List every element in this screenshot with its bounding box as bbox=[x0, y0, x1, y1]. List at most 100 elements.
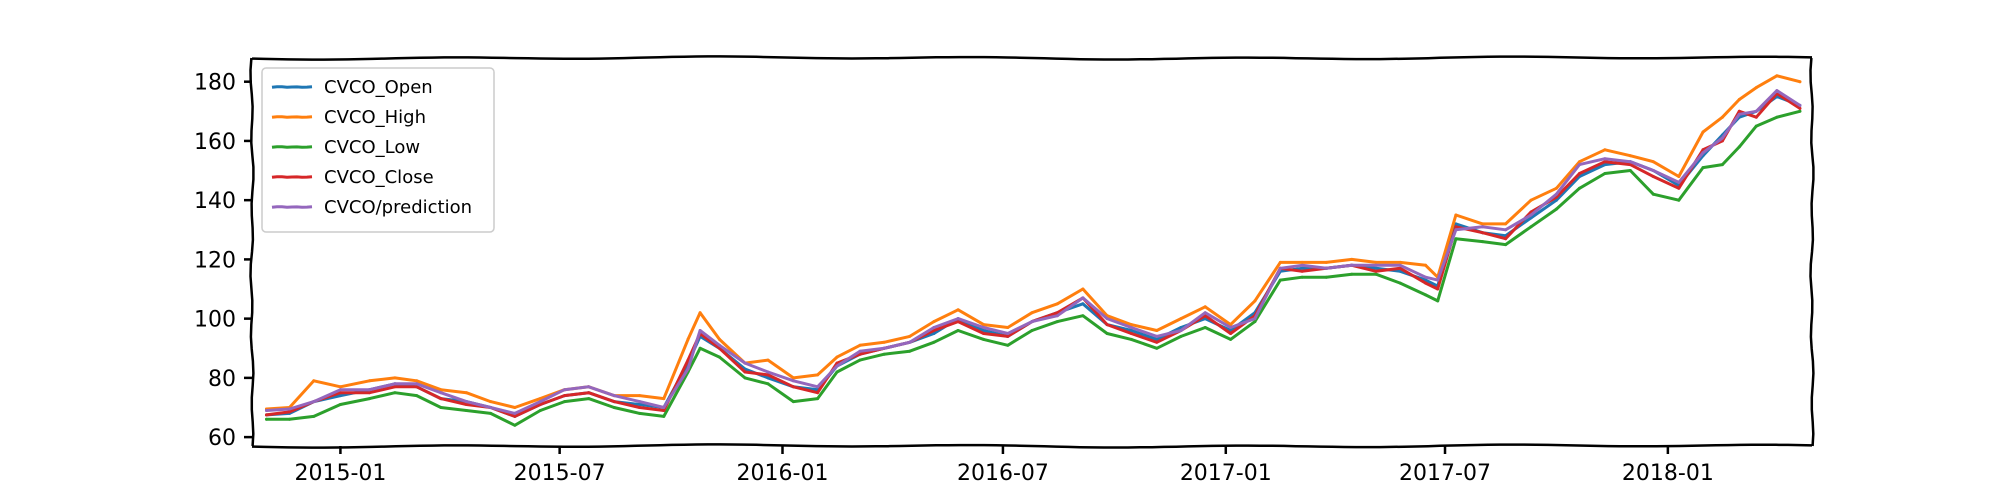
data-point-low bbox=[1720, 163, 1724, 167]
data-point-high bbox=[1006, 326, 1010, 329]
data-point-low bbox=[1105, 332, 1109, 335]
data-point-low bbox=[393, 391, 397, 395]
data-point-prediction bbox=[393, 382, 397, 386]
data-point-prediction bbox=[1677, 180, 1681, 184]
y-tick-label: 120 bbox=[194, 248, 236, 273]
data-point-prediction bbox=[1651, 169, 1655, 172]
data-point-low bbox=[932, 340, 936, 344]
data-point-prediction bbox=[1798, 103, 1802, 107]
data-point-prediction bbox=[1179, 329, 1183, 332]
data-point-prediction bbox=[513, 411, 517, 415]
series-low bbox=[265, 109, 1802, 427]
data-point-open bbox=[1454, 222, 1458, 226]
data-point-prediction bbox=[1374, 263, 1378, 267]
data-point-high bbox=[638, 394, 642, 398]
data-point-open bbox=[1155, 337, 1159, 341]
data-point-prediction bbox=[1030, 320, 1034, 324]
spine-bottom bbox=[251, 443, 1813, 449]
legend-swatch-open bbox=[271, 85, 313, 89]
plot-frame bbox=[249, 55, 1815, 449]
legend-swatch-close bbox=[271, 175, 313, 179]
data-point-high bbox=[1129, 323, 1133, 327]
data-point-close bbox=[439, 397, 443, 401]
data-point-low bbox=[1398, 281, 1402, 285]
data-point-prediction bbox=[1720, 136, 1724, 140]
data-point-prediction bbox=[1278, 266, 1282, 270]
data-point-prediction bbox=[791, 379, 795, 383]
data-point-prediction bbox=[489, 406, 493, 409]
data-point-close bbox=[791, 385, 795, 389]
series-line-close bbox=[265, 92, 1802, 418]
data-point-high bbox=[1203, 305, 1207, 309]
data-point-close bbox=[1105, 323, 1109, 327]
data-point-prediction bbox=[1229, 326, 1233, 329]
data-point-low bbox=[368, 397, 371, 401]
data-point-high bbox=[312, 379, 316, 383]
data-point-high bbox=[982, 323, 986, 327]
data-point-close bbox=[1300, 269, 1304, 273]
data-point-low bbox=[439, 406, 443, 409]
data-point-close bbox=[338, 391, 342, 395]
data-point-prediction bbox=[1578, 163, 1581, 167]
data-point-prediction bbox=[932, 326, 936, 329]
data-point-prediction bbox=[718, 343, 721, 347]
data-point-prediction bbox=[662, 406, 666, 409]
data-point-close bbox=[1737, 109, 1741, 113]
data-point-prediction bbox=[1554, 192, 1558, 196]
data-point-high bbox=[393, 376, 397, 380]
data-point-low bbox=[1006, 343, 1010, 347]
data-point-high bbox=[882, 340, 886, 344]
data-point-prediction bbox=[1398, 263, 1402, 267]
data-point-prediction bbox=[587, 385, 591, 389]
data-point-high bbox=[1481, 222, 1485, 226]
data-point-prediction bbox=[1129, 326, 1133, 329]
data-point-close bbox=[587, 391, 591, 395]
data-point-close bbox=[932, 329, 936, 332]
data-point-close bbox=[1651, 175, 1655, 178]
data-point-close bbox=[1454, 225, 1458, 229]
data-point-low bbox=[1055, 320, 1059, 324]
data-point-close bbox=[743, 370, 747, 374]
data-point-high bbox=[1754, 86, 1758, 90]
data-point-high bbox=[1374, 260, 1378, 264]
data-point-high bbox=[513, 406, 517, 409]
data-point-low bbox=[338, 403, 342, 406]
data-point-low bbox=[1603, 172, 1607, 175]
legend-swatch-prediction bbox=[271, 205, 313, 209]
data-point-high bbox=[1030, 311, 1034, 315]
y-tick-label: 100 bbox=[194, 308, 236, 333]
data-point-open bbox=[1374, 266, 1378, 270]
data-point-low bbox=[288, 417, 291, 421]
data-point-high bbox=[1055, 302, 1059, 306]
data-point-low bbox=[1436, 299, 1440, 303]
data-point-high bbox=[1424, 263, 1428, 267]
data-point-prediction bbox=[1628, 160, 1632, 164]
data-point-low bbox=[1554, 207, 1558, 211]
data-point-prediction bbox=[982, 326, 986, 329]
data-point-high bbox=[538, 397, 542, 401]
x-tick-label: 2016-01 bbox=[737, 461, 829, 486]
data-point-close bbox=[766, 373, 770, 377]
data-point-high bbox=[816, 373, 820, 377]
data-point-close bbox=[1628, 163, 1632, 167]
data-point-low bbox=[835, 370, 839, 374]
data-point-high bbox=[464, 391, 468, 395]
data-point-open bbox=[338, 394, 342, 398]
data-point-high bbox=[368, 379, 371, 383]
data-point-high bbox=[1737, 98, 1741, 101]
data-point-low bbox=[612, 406, 616, 409]
series-open bbox=[265, 95, 1802, 418]
data-point-low bbox=[1179, 334, 1183, 338]
data-point-prediction bbox=[1324, 266, 1328, 270]
data-point-close bbox=[1436, 287, 1440, 291]
data-point-prediction bbox=[1603, 157, 1607, 161]
y-tick-label: 160 bbox=[194, 130, 236, 155]
data-point-close bbox=[816, 391, 820, 395]
data-point-low bbox=[1324, 275, 1328, 279]
data-point-prediction bbox=[1424, 275, 1428, 279]
data-point-low bbox=[816, 397, 820, 401]
data-point-open bbox=[1424, 278, 1428, 282]
data-point-prediction bbox=[312, 400, 316, 404]
data-point-prediction bbox=[439, 391, 443, 395]
legend-label-high: CVCO_High bbox=[324, 107, 426, 128]
